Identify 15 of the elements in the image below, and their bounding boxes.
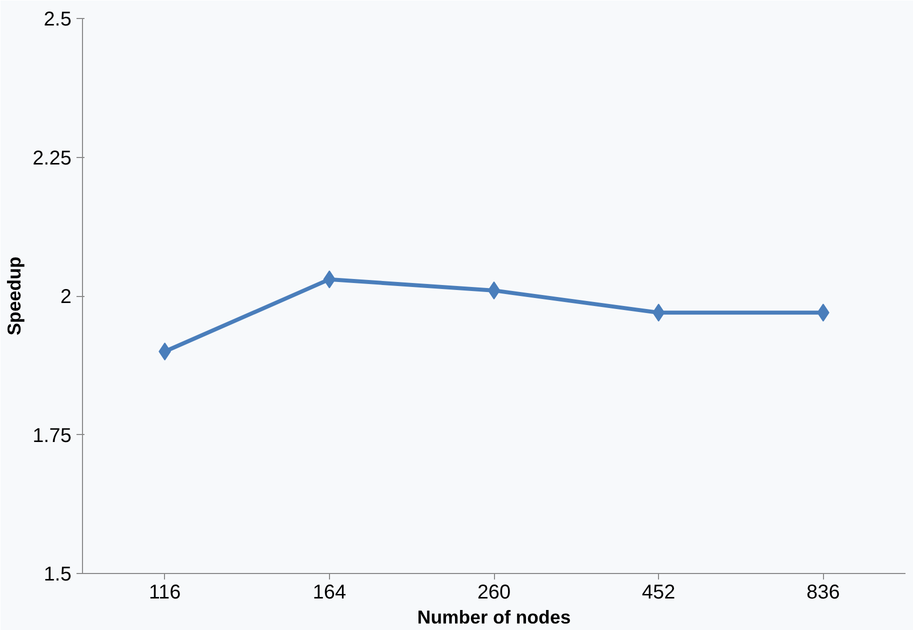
y-tick-label: 2 bbox=[60, 286, 72, 308]
x-tick-label: 116 bbox=[148, 582, 181, 604]
point bbox=[323, 270, 336, 288]
y-tick-label: 2.5 bbox=[44, 8, 72, 30]
y-tick-label: 1.75 bbox=[32, 424, 72, 447]
x-tick-label: 164 bbox=[312, 582, 346, 604]
point bbox=[488, 281, 500, 300]
x-tick-label: 452 bbox=[642, 582, 676, 604]
y-tick-label: 1.5 bbox=[44, 564, 72, 586]
y-axis-title: Speedup bbox=[4, 256, 25, 336]
x-tick-label: 836 bbox=[806, 582, 840, 604]
x-tick-label: 260 bbox=[477, 582, 511, 604]
y-tick-label: 2.25 bbox=[32, 147, 72, 170]
point bbox=[652, 304, 665, 322]
x-axis-title: Number of nodes bbox=[417, 606, 571, 628]
